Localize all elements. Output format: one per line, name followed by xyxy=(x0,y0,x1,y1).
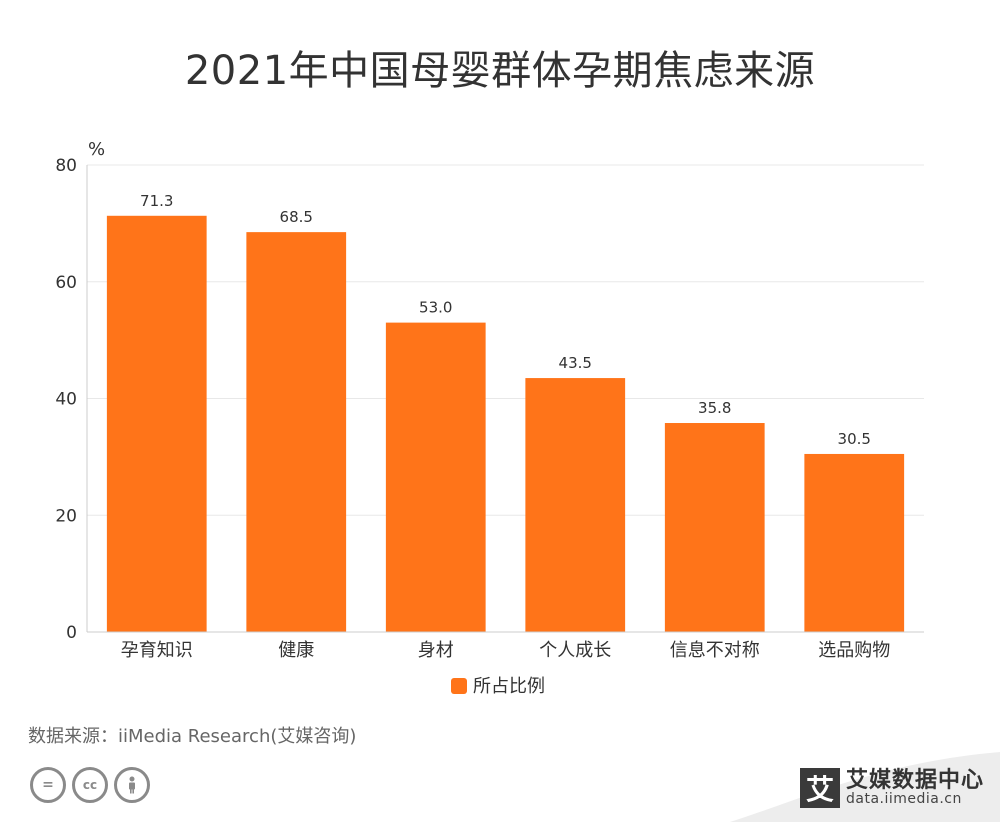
legend[interactable]: 所占比例 xyxy=(451,676,545,697)
chart-title: 2021年中国母婴群体孕期焦虑来源 xyxy=(184,48,816,94)
bars: 71.3 68.5 53.0 43.5 35.8 30.5 xyxy=(106,192,905,632)
bar-chart: 71.3 68.5 53.0 43.5 35.8 30.5 0 20 40 60 80 孕育知识 健康… xyxy=(55,139,924,697)
cc-icon: cc xyxy=(72,767,108,803)
x-tick-label: 身材 xyxy=(418,640,454,661)
gridlines xyxy=(87,164,924,516)
bar[interactable] xyxy=(525,378,626,632)
person-icon xyxy=(114,767,150,803)
data-label: 35.8 xyxy=(698,399,731,417)
y-tick-label: 40 xyxy=(55,390,77,410)
data-label: 53.0 xyxy=(419,299,452,317)
y-axis-unit: % xyxy=(88,139,105,160)
y-tick-label: 0 xyxy=(66,623,77,643)
equal-icon: = xyxy=(30,767,66,803)
data-label: 68.5 xyxy=(280,208,313,226)
bar[interactable] xyxy=(804,453,905,632)
data-label: 30.5 xyxy=(838,430,871,448)
data-label: 71.3 xyxy=(140,192,173,210)
data-label: 43.5 xyxy=(559,354,592,372)
bar[interactable] xyxy=(664,423,765,632)
brand-block[interactable]: 艾 艾媒数据中心 data.iimedia.cn xyxy=(799,768,984,808)
legend-label: 所占比例 xyxy=(473,676,545,697)
x-tick-label: 孕育知识 xyxy=(121,640,193,661)
person-glyph xyxy=(129,776,135,794)
brand-name: 艾媒数据中心 xyxy=(845,768,984,794)
brand-url: data.iimedia.cn xyxy=(845,791,962,808)
x-tick-label: 个人成长 xyxy=(539,640,611,661)
x-tick-label: 信息不对称 xyxy=(670,640,760,661)
x-tick-label: 健康 xyxy=(278,640,314,661)
brand-logo-icon: 艾 xyxy=(799,768,840,808)
bar[interactable] xyxy=(106,215,207,632)
brand-corner-background xyxy=(730,752,1000,822)
y-tick-label: 60 xyxy=(55,273,77,293)
bar[interactable] xyxy=(246,232,347,632)
bar[interactable] xyxy=(385,322,486,632)
legend-swatch xyxy=(451,678,467,694)
y-tick-label: 80 xyxy=(55,156,77,176)
x-tick-label: 选品购物 xyxy=(818,640,890,661)
axes: 0 20 40 60 80 孕育知识 健康 身材 个人成长 信息不对称 选品购物 xyxy=(55,156,924,661)
data-source: 数据来源：iiMedia Research(艾媒咨询) xyxy=(28,726,357,747)
y-tick-label: 20 xyxy=(55,506,77,526)
license-icons: = cc xyxy=(30,767,150,803)
